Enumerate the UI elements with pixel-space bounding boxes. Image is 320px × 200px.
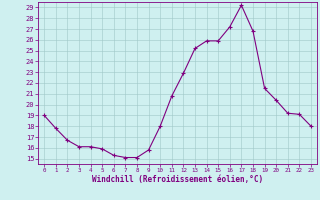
X-axis label: Windchill (Refroidissement éolien,°C): Windchill (Refroidissement éolien,°C) xyxy=(92,175,263,184)
